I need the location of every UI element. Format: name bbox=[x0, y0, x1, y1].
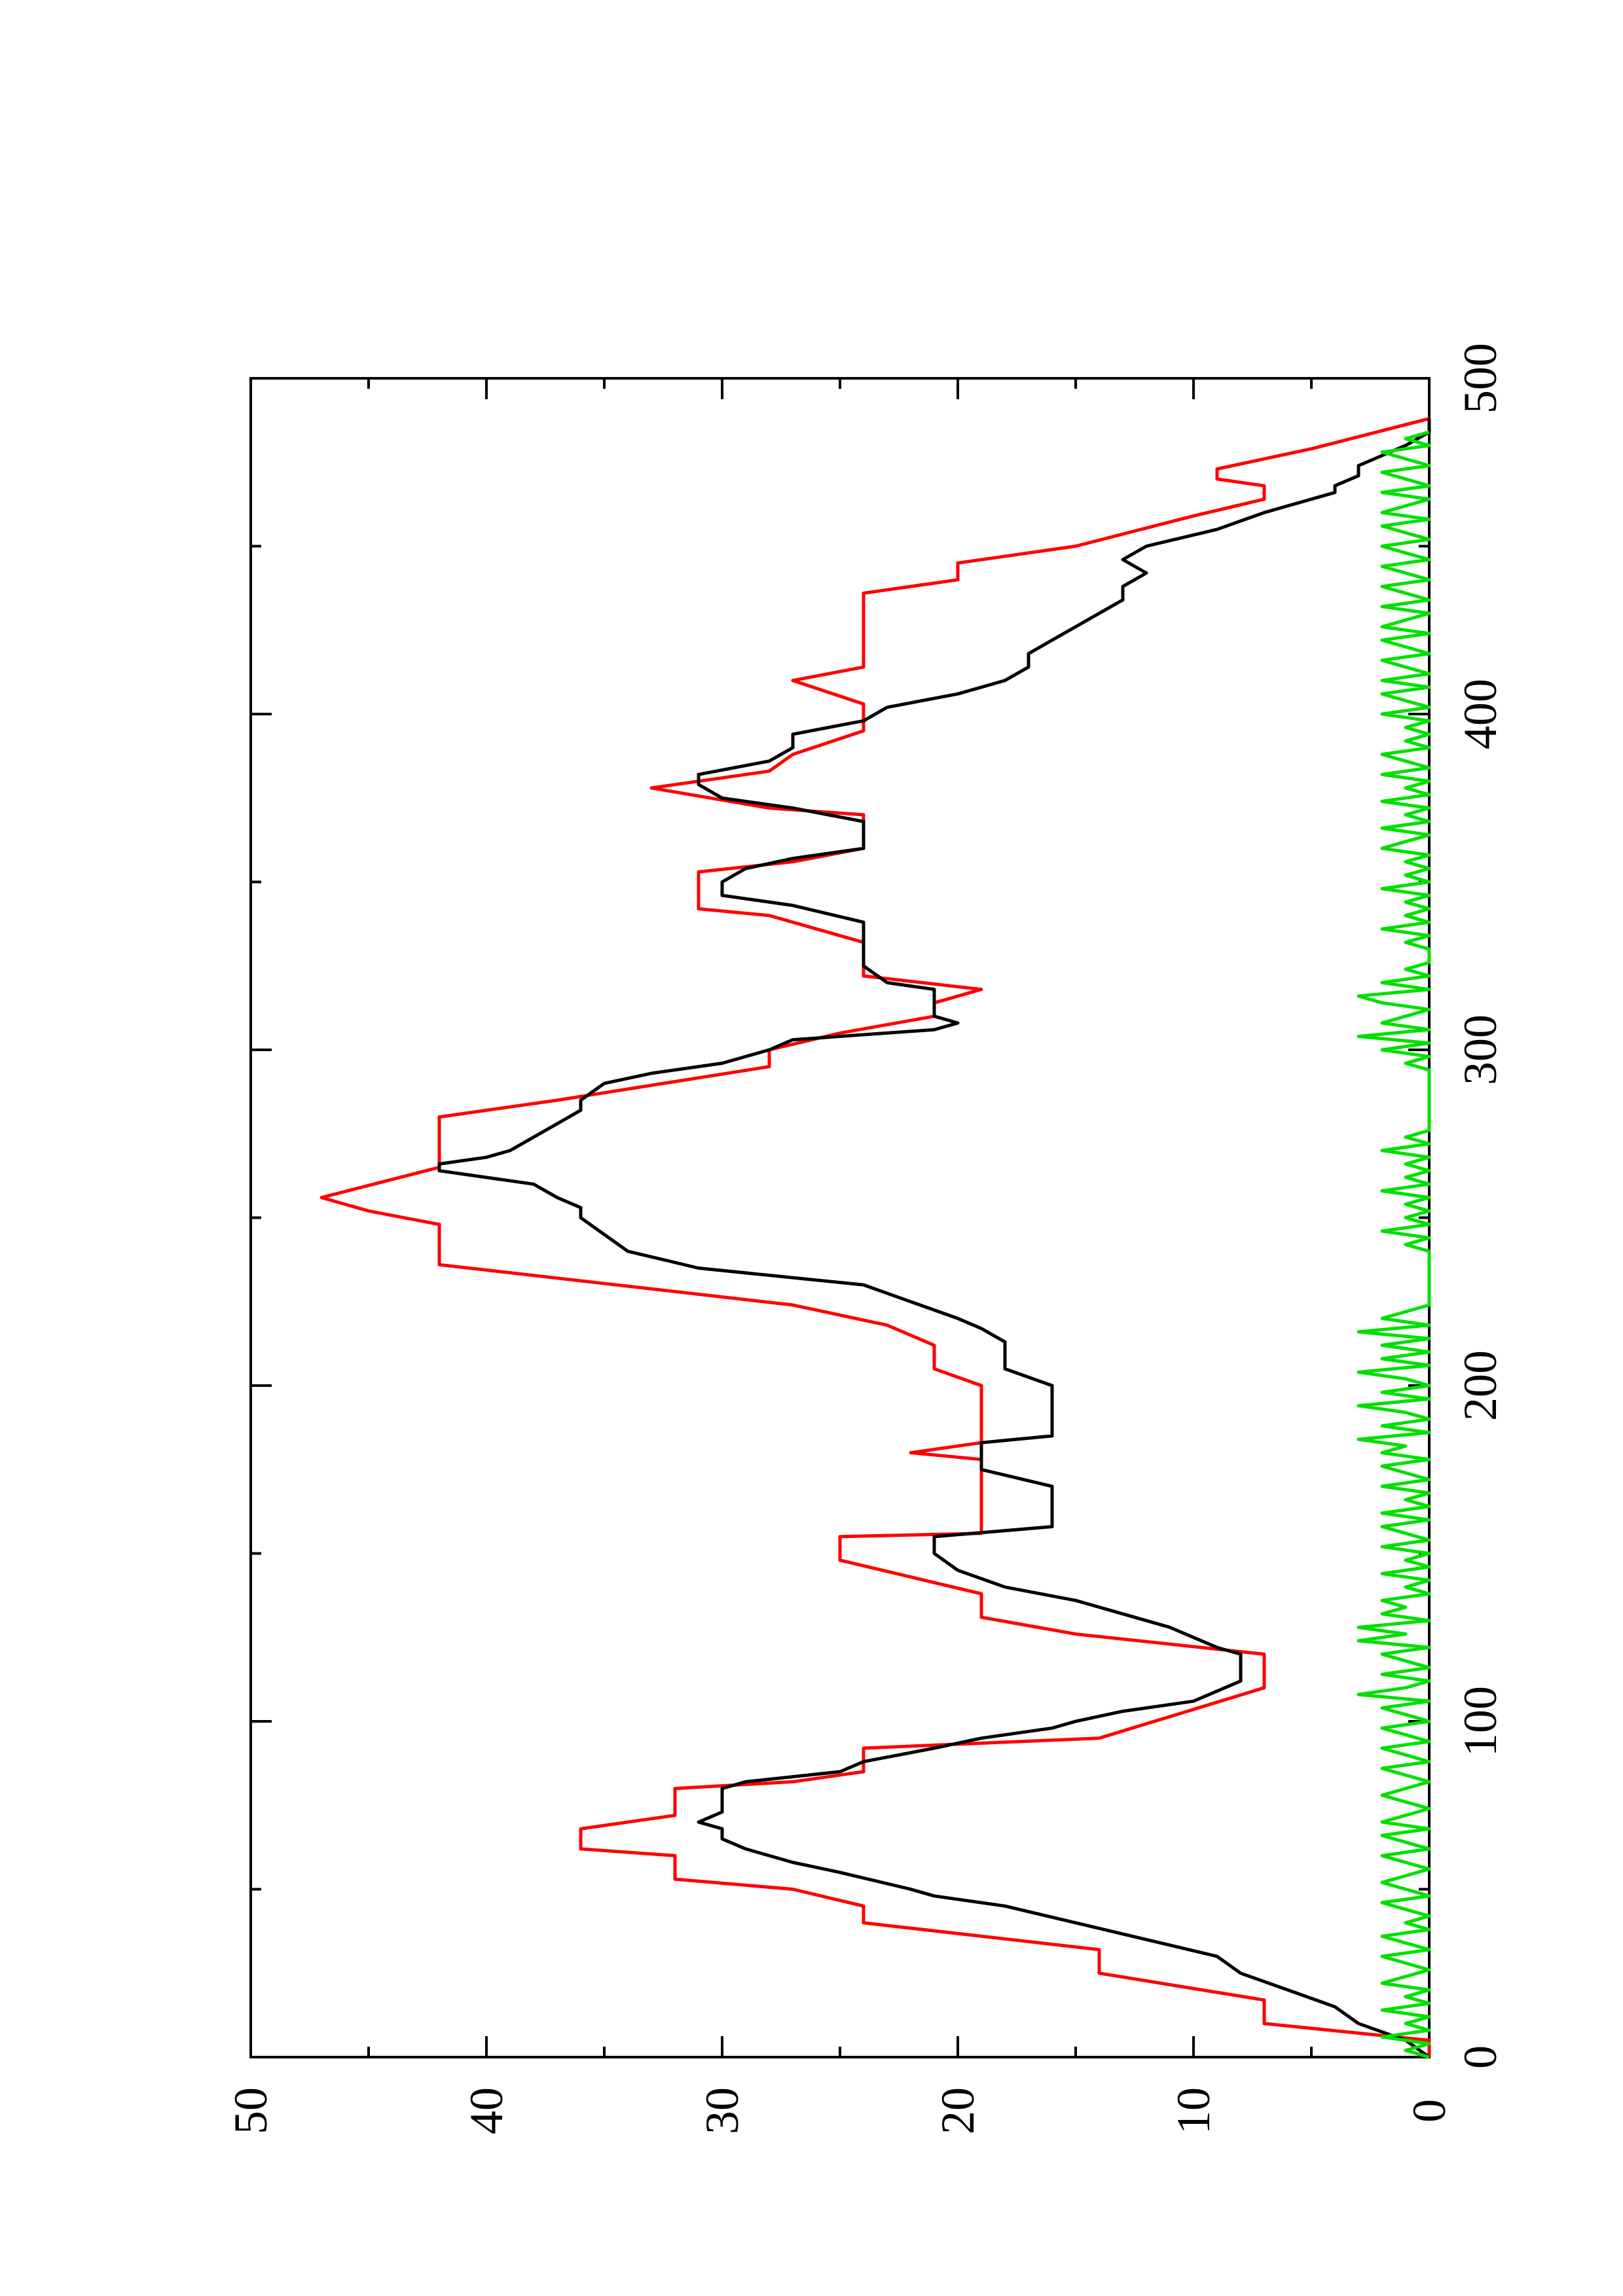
x-tick-label-5: 500 bbox=[1454, 343, 1506, 414]
plot-area: 0 100 200 300 400 500 0 10 20 30 40 50 bbox=[225, 343, 1506, 2134]
series-line-2 bbox=[1357, 430, 1431, 2059]
series-line-0 bbox=[319, 417, 1431, 2057]
x-tick-label-3: 300 bbox=[1454, 1014, 1506, 1085]
y-tick-label-4: 40 bbox=[460, 2087, 513, 2134]
y-tick-label-1: 10 bbox=[1167, 2087, 1220, 2134]
y-tick-label-0: 0 bbox=[1403, 2099, 1455, 2123]
y-tick-label-3: 30 bbox=[696, 2087, 748, 2134]
y-tick-label-2: 20 bbox=[932, 2087, 984, 2134]
series-line-1 bbox=[437, 418, 1431, 2059]
x-tick-label-2: 200 bbox=[1454, 1350, 1506, 1421]
x-tick-label-0: 0 bbox=[1454, 2045, 1506, 2069]
y-tick-label-5: 50 bbox=[225, 2087, 277, 2134]
x-tick-label-4: 400 bbox=[1454, 679, 1506, 749]
x-tick-label-1: 100 bbox=[1454, 1686, 1506, 1757]
